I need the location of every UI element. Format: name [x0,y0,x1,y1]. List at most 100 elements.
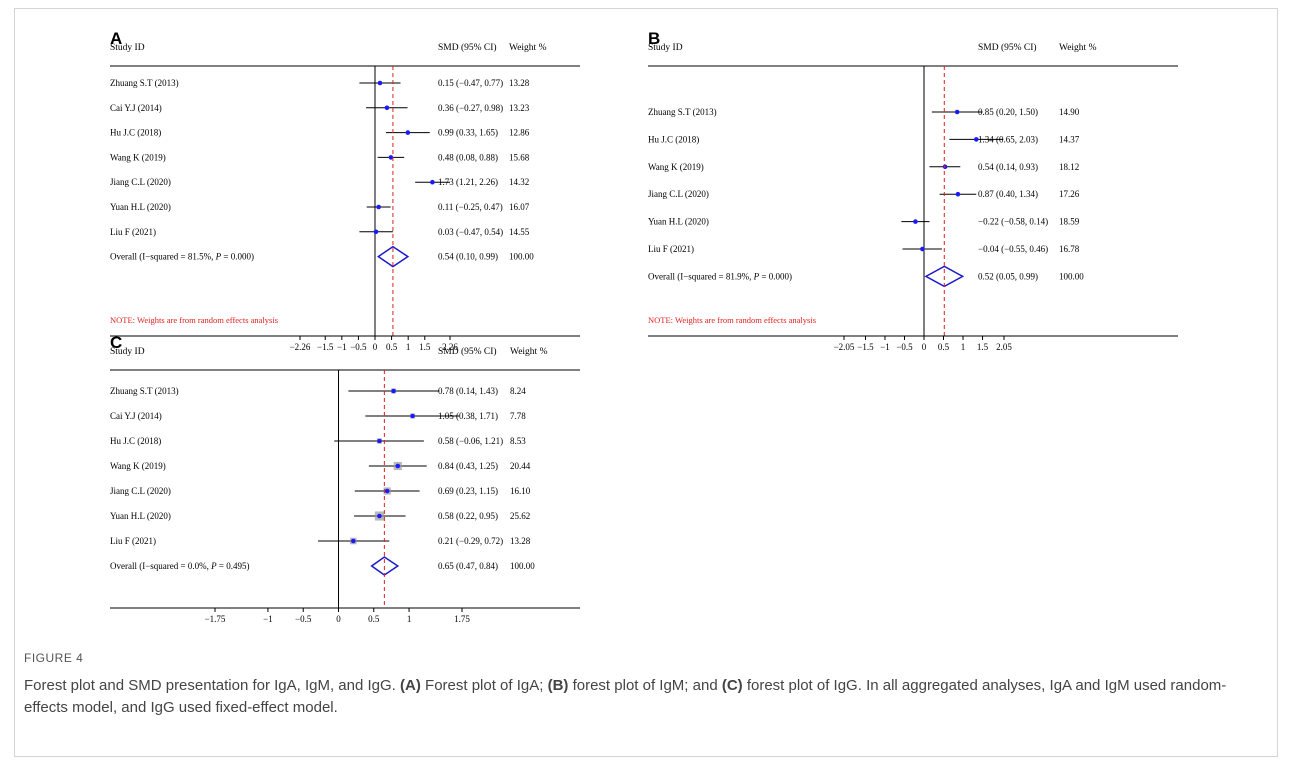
study-weight: 16.07 [509,202,530,212]
caption-part-1: Forest plot and SMD presentation for IgA… [24,677,401,694]
study-ci: −0.04 (−0.55, 0.46) [978,244,1048,254]
study-name: Liu F (2021) [110,227,156,237]
x-tick-label: 1 [407,614,412,624]
point-estimate [913,219,918,224]
study-ci: 0.36 (−0.27, 0.98) [438,103,503,113]
point-estimate [430,179,435,185]
header-weight: Weight % [510,347,548,357]
overall-diamond [376,245,410,268]
study-ci: 0.99 (0.33, 1.65) [438,128,498,138]
overall-ci: 0.52 (0.05, 0.99) [978,271,1038,281]
study-weight: 15.68 [509,152,530,162]
x-tick-label: 1.5 [977,342,989,352]
overall-label-pre: Overall (I−squared = 81.9%, [648,271,754,281]
study-name: Jiang C.L (2020) [110,177,171,187]
weights-note: NOTE: Weights are from random effects an… [110,315,278,325]
study-ci: 0.85 (0.20, 1.50) [978,107,1038,117]
weights-note: NOTE: Weights are from random effects an… [648,315,816,325]
header-weight: Weight % [509,43,547,53]
point-estimate [410,413,415,419]
study-weight: 13.23 [509,103,530,113]
study-ci: 0.87 (0.40, 1.34) [978,189,1038,199]
study-weight: 18.12 [1059,162,1079,172]
panel-label: B [648,29,660,48]
point-estimate [377,438,382,444]
study-weight: 8.53 [510,436,526,446]
overall-ci: 0.65 (0.47, 0.84) [438,561,498,571]
study-name: Wang K (2019) [110,461,166,471]
caption-a: (A) [400,677,421,694]
point-estimate [405,130,411,135]
study-weight: 14.32 [509,177,529,187]
overall-label-post: = 0.000) [221,252,254,262]
point-estimate [973,137,979,142]
forest-plot-b: B Study ID SMD (95% CI) Weight % Zhuang S.T … [648,29,1178,355]
overall-diamond [370,556,400,576]
header-weight: Weight % [1059,43,1097,53]
header-study-id: Study ID [648,43,683,53]
header-study-id: Study ID [110,43,145,53]
point-estimate [395,463,401,469]
caption-b: (B) [547,677,569,694]
point-estimate [942,164,948,170]
overall-label-post: = 0.000) [759,271,792,281]
header-smd: SMD (95% CI) [438,42,497,53]
study-name: Hu J.C (2018) [110,436,161,446]
point-estimate [954,109,960,115]
x-tick-label: 1.75 [454,614,470,624]
x-tick-label: −1 [263,614,273,624]
point-estimate [384,488,390,494]
study-weight: 12.86 [509,128,530,138]
point-estimate [955,191,961,197]
point-estimate [351,538,356,544]
panel-label: A [110,29,122,48]
header-study-id: Study ID [110,347,145,357]
study-weight: 7.78 [510,411,526,421]
study-weight: 16.10 [510,486,531,496]
x-tick-label: −0.5 [295,614,312,624]
study-name: Hu J.C (2018) [648,134,699,144]
point-estimate [384,105,390,111]
study-ci: 1.05 (0.38, 1.71) [438,411,498,421]
study-name: Liu F (2021) [110,536,156,546]
x-tick-label: −1.5 [317,342,334,352]
study-weight: 14.55 [509,227,530,237]
study-ci: 0.84 (0.43, 1.25) [438,461,498,471]
point-estimate [920,246,925,252]
forest-plot-a: A Study ID SMD (95% CI) Weight % Zhuang S.T … [110,29,590,355]
x-tick-label: 0 [922,342,927,352]
study-ci: 0.03 (−0.47, 0.54) [438,227,503,237]
study-name: Cai Y.J (2014) [110,411,162,421]
x-tick-label: 0.5 [368,614,380,624]
study-ci: 0.58 (−0.06, 1.21) [438,436,503,446]
study-name: Yuan H.L (2020) [110,511,171,521]
overall-label-post: = 0.495) [217,561,250,571]
figure-frame [14,8,1278,757]
overall-label-p: P [753,271,760,281]
point-estimate [377,513,382,519]
study-ci: −0.22 (−0.58, 0.14) [978,217,1048,227]
caption-text: Forest plot and SMD presentation for IgA… [24,675,1264,719]
study-name: Yuan H.L (2020) [110,202,171,212]
point-estimate [391,388,396,394]
overall-label: Overall (I−squared = 0.0%, P = 0.495) [110,561,249,571]
caption-c: (C) [721,677,743,694]
x-tick-label: 0.5 [938,342,950,352]
overall-label: Overall (I−squared = 81.9%, P = 0.000) [648,271,792,281]
study-ci: 0.48 (0.08, 0.88) [438,152,498,162]
study-ci: 0.15 (−0.47, 0.77) [438,78,503,88]
study-weight: 14.90 [1059,107,1080,117]
overall-label-pre: Overall (I−squared = 81.5%, [110,252,216,262]
caption-part-3: forest plot of IgM; and [568,677,722,694]
x-tick-label: −1 [880,342,890,352]
study-ci: 0.69 (0.23, 1.15) [438,486,498,496]
caption-part-2: Forest plot of IgA; [420,677,548,694]
overall-label-pre: Overall (I−squared = 0.0%, [110,561,211,571]
study-ci: 1.34 (0.65, 2.03) [978,134,1038,144]
point-estimate [388,155,394,160]
x-tick-label: 0 [336,614,341,624]
study-ci: 0.11 (−0.25, 0.47) [438,202,503,212]
header-smd: SMD (95% CI) [438,346,497,357]
